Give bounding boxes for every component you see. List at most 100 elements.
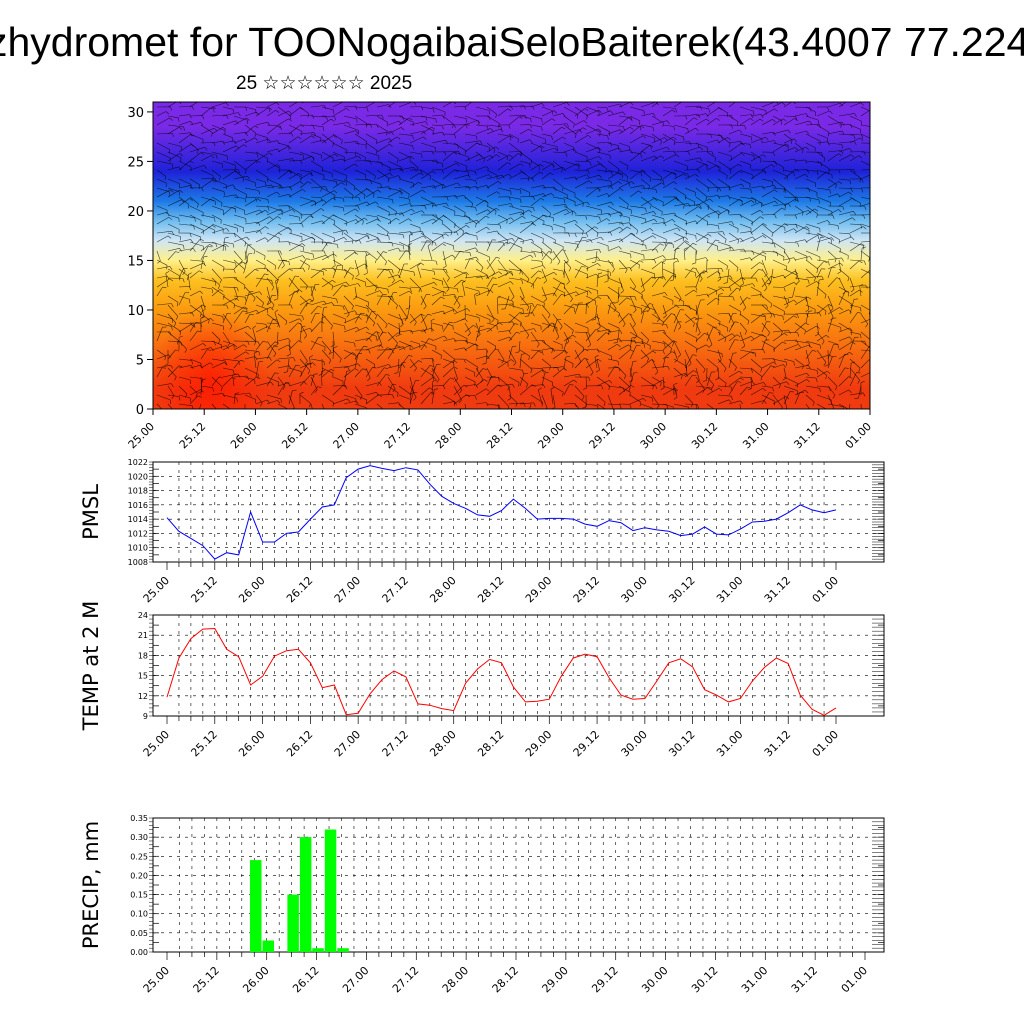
x-tick-label: 29.12 (571, 728, 602, 759)
wind-barbs (156, 102, 870, 409)
x-tick-label: 27.12 (380, 728, 411, 759)
x-tick-label: 28.12 (475, 728, 506, 759)
x-tick-label: 26.12 (284, 728, 315, 759)
x-tick-label: 30.12 (666, 728, 697, 759)
y-tick-label: 0.25 (130, 852, 148, 861)
y-axis-label: TEMP at 2 M (79, 601, 103, 732)
y-tick-label: 24 (138, 611, 148, 620)
x-tick-label: 31.12 (762, 574, 793, 605)
y-tick-label: 30 (127, 106, 144, 121)
y-axis-label: PMSL (79, 484, 103, 540)
precip-bar (250, 860, 262, 952)
x-tick-label: 26.12 (279, 420, 310, 451)
y-tick-label: 15 (138, 672, 148, 681)
series-line (166, 627, 837, 716)
x-tick-label: 25.12 (191, 964, 222, 995)
y-tick-label: 18 (138, 651, 148, 660)
grid (153, 615, 884, 716)
x-tick-label: 26.00 (240, 964, 271, 995)
x-tick-label: 31.12 (791, 420, 822, 451)
y-tick-label: 15 (127, 254, 144, 269)
plot-frame (152, 817, 885, 953)
plot-frame (152, 614, 885, 717)
precip-bar (262, 940, 274, 952)
x-tick-label: 25.12 (177, 420, 208, 451)
series-line (166, 465, 837, 560)
y-tick-label: 0.15 (130, 891, 148, 900)
y-tick-label: 20 (127, 205, 144, 220)
y-tick-label: 0 (136, 403, 144, 418)
x-tick-label: 27.00 (331, 420, 362, 451)
x-tick-label: 28.00 (427, 728, 458, 759)
x-tick-label: 30.00 (638, 420, 669, 451)
temperature-field (153, 102, 870, 409)
plot-frame (152, 461, 885, 563)
x-tick-label: 25.00 (126, 420, 157, 451)
x-tick-label: 29.00 (523, 728, 554, 759)
precip-plot: 0.00 0.05 0.10 0.15 0.20 0.25 0.30 0.35 25.00 25.… (79, 814, 885, 995)
x-tick-label: 25.12 (188, 574, 219, 605)
precip-bar (299, 837, 312, 952)
x-tick-label: 25.00 (141, 574, 172, 605)
x-tick-label: 28.12 (475, 574, 506, 605)
y-tick-label: 0.05 (130, 929, 148, 938)
x-tick-label: 28.12 (484, 420, 515, 451)
grid (153, 462, 884, 562)
y-tick-label: 1010 (128, 544, 148, 553)
x-tick-label: 30.12 (666, 574, 697, 605)
y-tick-label: 9 (143, 712, 148, 721)
x-tick-label: 29.12 (587, 420, 618, 451)
precip-bar (287, 894, 299, 952)
x-tick-label: 31.00 (740, 420, 771, 451)
pmsl-plot: 1008 1010 1012 1014 1016 1018 1020 1022 25.00 25.… (79, 458, 885, 605)
x-tick-label: 28.00 (433, 420, 464, 451)
y-tick-label: 0.30 (130, 833, 148, 842)
x-tick-label: 01.00 (810, 574, 841, 605)
y-tick-label: 1020 (128, 472, 148, 481)
y-tick-label: 0.00 (130, 948, 148, 957)
x-tick-label: 26.12 (290, 964, 321, 995)
x-tick-label: 27.12 (382, 420, 413, 451)
cross-section-field (153, 102, 870, 409)
y-tick-label: 1012 (128, 529, 148, 538)
temp-plot: 9 12 15 18 21 24 25.00 25.12 26.00 26.12 27.00 27.1… (79, 601, 885, 759)
precip-bar (337, 948, 349, 952)
x-tick-label: 30.00 (639, 964, 670, 995)
y-tick-label: 1022 (128, 458, 148, 467)
y-axis-label: PRECIP, mm (79, 821, 103, 949)
x-tick-label: 01.00 (839, 964, 870, 995)
x-tick-label: 30.00 (619, 574, 650, 605)
x-tick-label: 31.00 (739, 964, 770, 995)
x-tick-label: 29.00 (535, 420, 566, 451)
y-tick-label: 0.10 (130, 910, 148, 919)
y-tick-label: 1016 (128, 501, 148, 510)
x-tick-label: 26.00 (228, 420, 259, 451)
x-tick-label: 01.00 (843, 420, 874, 451)
x-tick-label: 30.00 (619, 728, 650, 759)
y-tick-label: 1018 (128, 487, 148, 496)
warm-core (153, 310, 270, 409)
y-tick-label: 0.35 (130, 814, 148, 823)
y-tick-label: 1008 (128, 558, 148, 567)
x-tick-label: 31.00 (714, 728, 745, 759)
x-tick-label: 01.00 (810, 728, 841, 759)
x-tick-label: 29.12 (571, 574, 602, 605)
x-tick-label: 31.12 (762, 728, 793, 759)
x-tick-label: 25.12 (188, 728, 219, 759)
x-tick-label: 25.00 (141, 728, 172, 759)
x-tick-label: 27.00 (332, 574, 363, 605)
cross-section-plot: 0 5 10 15 20 25 30 25.00 25.12 26.00 26.12 27.00 27.… (126, 101, 874, 451)
y-tick-label: 25 (127, 155, 144, 170)
x-tick-label: 25.00 (141, 964, 172, 995)
chart-title: zhydromet for TOONogaibaiSeloBaiterek(43… (0, 19, 1024, 65)
x-tick-label: 30.12 (689, 964, 720, 995)
y-tick-label: 12 (138, 692, 148, 701)
x-tick-label: 28.12 (490, 964, 521, 995)
y-tick-label: 21 (138, 631, 148, 640)
precip-bar (312, 948, 324, 952)
x-tick-label: 26.12 (284, 574, 315, 605)
x-tick-label: 27.12 (380, 574, 411, 605)
x-tick-label: 29.00 (523, 574, 554, 605)
x-tick-label: 28.00 (427, 574, 458, 605)
